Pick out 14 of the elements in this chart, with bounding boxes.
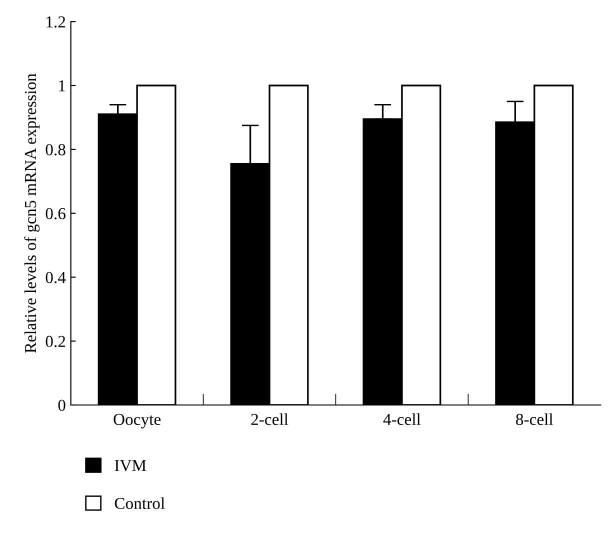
y-tick-label: 0.4 — [46, 272, 66, 284]
y-tick-label: 0.8 — [46, 144, 66, 156]
x-tick-label: Oocyte — [114, 414, 161, 428]
y-tick-label: 0.2 — [46, 336, 66, 348]
x-tick-label: 4-cell — [383, 413, 421, 426]
y-tick-label: 1.2 — [46, 16, 66, 28]
y-tick-label: 1 — [59, 80, 65, 92]
y-tick-label: 0.6 — [46, 208, 66, 220]
legend-label: IVM — [114, 460, 146, 472]
x-tick-label: 8-cell — [516, 413, 554, 426]
legend-label: Control — [114, 497, 165, 510]
x-tick-label: 2-cell — [251, 413, 288, 426]
y-axis-title: Relative levels of gcn5 mRNA expression — [24, 74, 40, 353]
y-tick-label: 0 — [58, 400, 66, 411]
